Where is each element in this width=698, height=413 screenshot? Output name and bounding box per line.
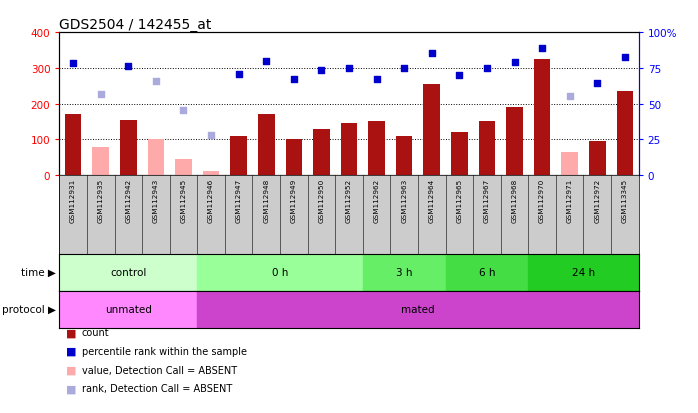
Bar [451, 133, 468, 176]
Text: count: count [82, 328, 110, 337]
Point [123, 64, 134, 70]
Text: 0 h: 0 h [272, 268, 288, 278]
Bar [616, 92, 633, 176]
Bar [147, 140, 164, 176]
Bar [203, 172, 219, 176]
Text: GSM112971: GSM112971 [567, 178, 572, 222]
Point [509, 60, 520, 66]
Bar [65, 115, 82, 176]
Bar [313, 129, 329, 176]
Text: control: control [110, 268, 147, 278]
Text: 6 h: 6 h [479, 268, 495, 278]
Text: mated: mated [401, 305, 435, 315]
Bar [506, 108, 523, 176]
Point [454, 73, 465, 79]
Bar [369, 121, 385, 176]
Text: GSM112943: GSM112943 [153, 178, 159, 222]
Text: time ▶: time ▶ [21, 268, 56, 278]
Bar [534, 60, 551, 176]
Point [95, 91, 106, 97]
Text: percentile rank within the sample: percentile rank within the sample [82, 346, 246, 356]
Text: protocol ▶: protocol ▶ [2, 305, 56, 315]
Bar [198, 254, 363, 291]
Point [537, 46, 548, 52]
Bar [59, 291, 198, 328]
Text: GSM112967: GSM112967 [484, 178, 490, 222]
Point [205, 132, 216, 139]
Point [371, 76, 383, 83]
Bar [341, 124, 357, 176]
Text: GSM112949: GSM112949 [291, 178, 297, 222]
Point [426, 50, 438, 57]
Point [288, 76, 299, 83]
Text: GSM112963: GSM112963 [401, 178, 407, 222]
Text: 24 h: 24 h [572, 268, 595, 278]
Bar [258, 115, 274, 176]
Point [482, 65, 493, 72]
Text: GSM112942: GSM112942 [126, 178, 131, 222]
Point [343, 65, 355, 72]
Point [399, 65, 410, 72]
Point [178, 107, 189, 114]
Bar [363, 254, 445, 291]
Text: GSM112946: GSM112946 [208, 178, 214, 222]
Text: unmated: unmated [105, 305, 151, 315]
Point [68, 61, 79, 67]
Bar [120, 121, 137, 176]
Text: GSM112968: GSM112968 [512, 178, 517, 222]
Text: GSM112972: GSM112972 [594, 178, 600, 222]
Point [592, 80, 603, 87]
Text: GSM112950: GSM112950 [318, 178, 325, 222]
Bar [198, 291, 639, 328]
Bar [479, 122, 495, 176]
Text: GSM112948: GSM112948 [263, 178, 269, 222]
Text: GSM112964: GSM112964 [429, 178, 435, 222]
Bar [424, 85, 440, 176]
Bar [285, 140, 302, 176]
Text: ■: ■ [66, 383, 77, 393]
Text: ■: ■ [66, 365, 77, 375]
Text: ■: ■ [66, 328, 77, 337]
Point [150, 78, 161, 85]
Bar [175, 159, 192, 176]
Point [233, 71, 244, 78]
Text: GSM112962: GSM112962 [373, 178, 380, 222]
Text: GSM112931: GSM112931 [70, 178, 76, 222]
Text: GDS2504 / 142455_at: GDS2504 / 142455_at [59, 18, 211, 32]
Text: rank, Detection Call = ABSENT: rank, Detection Call = ABSENT [82, 383, 232, 393]
Bar [396, 136, 413, 176]
Text: ■: ■ [66, 346, 77, 356]
Text: GSM112945: GSM112945 [181, 178, 186, 222]
Bar [445, 254, 528, 291]
Bar [59, 254, 198, 291]
Bar [528, 254, 639, 291]
Text: GSM113345: GSM113345 [622, 178, 628, 222]
Bar [230, 136, 247, 176]
Bar [561, 152, 578, 176]
Text: GSM112965: GSM112965 [456, 178, 462, 222]
Point [260, 59, 272, 66]
Bar [589, 142, 606, 176]
Text: value, Detection Call = ABSENT: value, Detection Call = ABSENT [82, 365, 237, 375]
Point [564, 94, 575, 100]
Point [619, 55, 630, 61]
Text: GSM112970: GSM112970 [539, 178, 545, 222]
Text: 3 h: 3 h [396, 268, 413, 278]
Text: GSM112947: GSM112947 [236, 178, 242, 222]
Bar [92, 148, 109, 176]
Point [315, 67, 327, 74]
Text: GSM112952: GSM112952 [346, 178, 352, 222]
Text: GSM112935: GSM112935 [98, 178, 104, 222]
